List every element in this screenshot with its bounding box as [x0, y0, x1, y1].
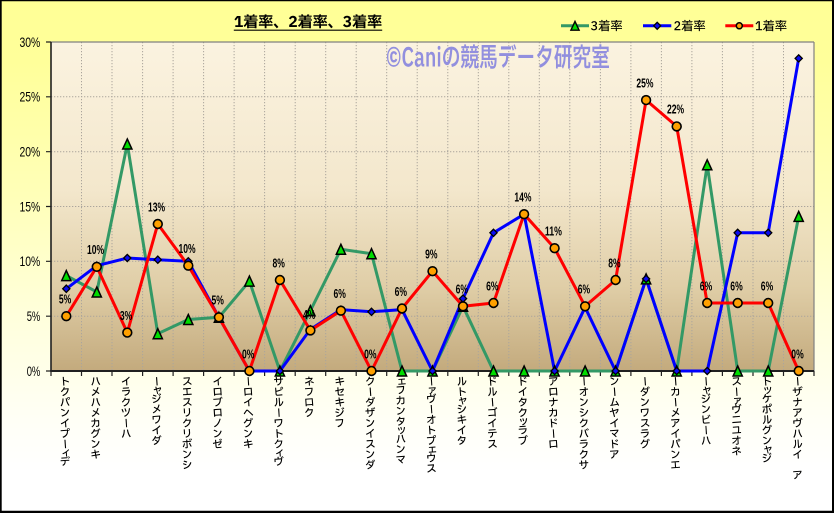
svg-text:6%: 6% [730, 278, 743, 293]
svg-text:0%: 0% [242, 346, 255, 361]
svg-text:25%: 25% [636, 75, 653, 90]
svg-text:15%: 15% [20, 198, 41, 214]
svg-text:0%: 0% [364, 346, 377, 361]
svg-text:10%: 10% [87, 242, 104, 257]
svg-text:6%: 6% [761, 278, 774, 293]
svg-text:22%: 22% [667, 102, 684, 117]
svg-text:11%: 11% [545, 224, 562, 239]
svg-text:9%: 9% [425, 247, 438, 262]
svg-text:14%: 14% [514, 190, 531, 205]
svg-text:30%: 30% [20, 34, 41, 50]
svg-text:0%: 0% [27, 363, 41, 379]
svg-text:5%: 5% [59, 292, 72, 307]
svg-text:6%: 6% [334, 286, 347, 301]
svg-text:25%: 25% [20, 89, 41, 105]
svg-text:6%: 6% [395, 284, 408, 299]
svg-text:3%: 3% [120, 308, 133, 323]
svg-text:6%: 6% [700, 278, 713, 293]
svg-text:20%: 20% [20, 144, 41, 160]
svg-text:5%: 5% [27, 308, 41, 324]
svg-text:10%: 10% [179, 241, 196, 256]
svg-text:8%: 8% [273, 255, 286, 270]
svg-text:13%: 13% [148, 199, 165, 214]
svg-text:6%: 6% [486, 278, 499, 293]
svg-text:5%: 5% [212, 293, 225, 308]
svg-text:8%: 8% [608, 255, 621, 270]
svg-text:6%: 6% [456, 282, 469, 297]
svg-text:0%: 0% [791, 346, 804, 361]
svg-text:4%: 4% [303, 307, 316, 322]
svg-text:6%: 6% [578, 282, 591, 297]
svg-text:10%: 10% [20, 253, 41, 269]
